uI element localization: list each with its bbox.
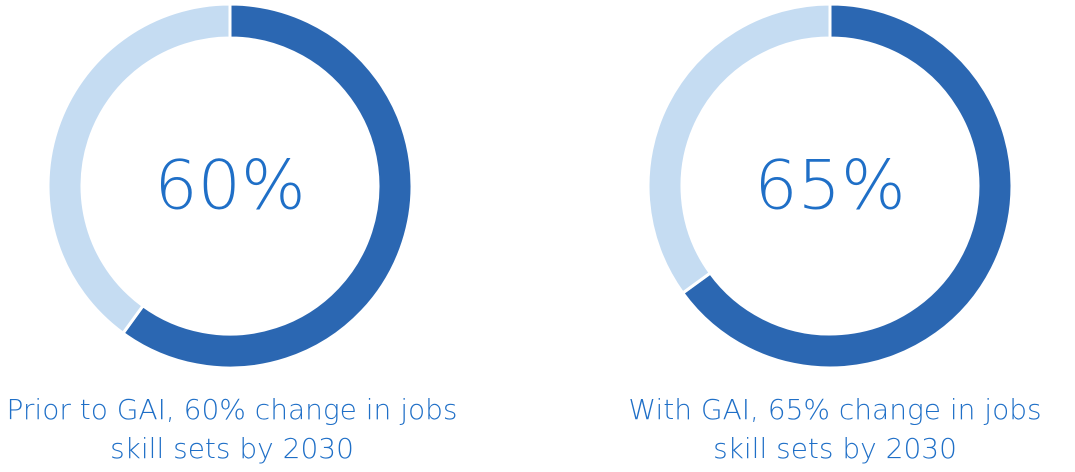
caption: Prior to GAI, 60% change in jobs <box>7 393 458 426</box>
center-label: 65% <box>754 147 905 226</box>
caption: skill sets by 2030 <box>713 432 957 465</box>
center-label: 60% <box>154 147 305 226</box>
caption: With GAI, 65% change in jobs <box>628 393 1041 426</box>
donut-segment <box>120 2 414 370</box>
caption: skill sets by 2030 <box>110 432 354 465</box>
donut-segment <box>46 2 232 336</box>
donut-segment <box>646 2 832 296</box>
donut-segment <box>680 2 1014 370</box>
